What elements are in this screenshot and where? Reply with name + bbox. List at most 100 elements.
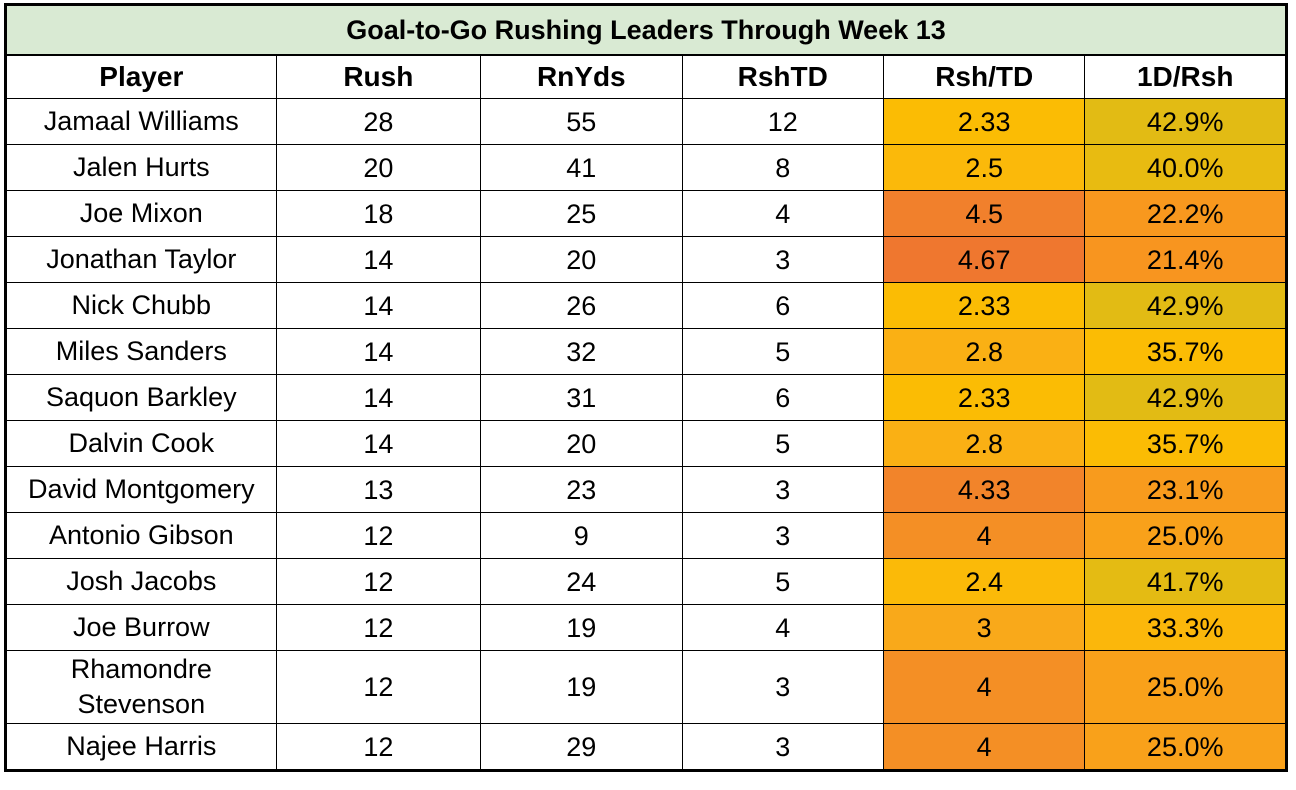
first-down-per-rush-cell: 42.9% (1084, 282, 1287, 329)
rnyds-cell: 31 (480, 374, 683, 421)
player-cell: Jalen Hurts (5, 144, 277, 191)
rnyds-cell: 29 (480, 723, 683, 771)
first-down-per-rush-cell: 22.2% (1084, 190, 1287, 237)
rush-cell: 12 (275, 604, 482, 651)
rush-cell: 28 (275, 98, 482, 145)
table-row: Josh Jacobs 12 24 5 2.4 41.7% (5, 558, 1287, 605)
rshtd-cell: 3 (681, 723, 884, 771)
rsh-per-td-cell: 3 (882, 604, 1086, 651)
rshtd-cell: 5 (681, 558, 884, 605)
first-down-per-rush-cell: 35.7% (1084, 328, 1287, 375)
rush-cell: 14 (275, 420, 482, 467)
rsh-per-td-cell: 2.8 (882, 328, 1086, 375)
rush-cell: 12 (275, 650, 482, 724)
rsh-per-td-cell: 4.67 (882, 236, 1086, 283)
player-cell: Rhamondre Stevenson (5, 650, 277, 724)
rnyds-cell: 20 (480, 420, 683, 467)
table-body: Jamaal Williams 28 55 12 2.33 42.9% Jalen Hurt… (5, 98, 1287, 771)
column-header-rush: Rush (275, 54, 482, 99)
rsh-per-td-cell: 4 (882, 512, 1086, 559)
table-title: Goal-to-Go Rushing Leaders Through Week … (5, 4, 1287, 56)
rush-cell: 12 (275, 723, 482, 771)
table-row: Miles Sanders 14 32 5 2.8 35.7% (5, 328, 1287, 375)
rnyds-cell: 26 (480, 282, 683, 329)
header-row: Player Rush RnYds RshTD Rsh/TD 1D/Rsh (5, 54, 1287, 99)
rsh-per-td-cell: 2.33 (882, 374, 1086, 421)
first-down-per-rush-cell: 25.0% (1084, 650, 1287, 724)
rshtd-cell: 4 (681, 604, 884, 651)
table-row: Antonio Gibson 12 9 3 4 25.0% (5, 512, 1287, 559)
rnyds-cell: 9 (480, 512, 683, 559)
rshtd-cell: 3 (681, 512, 884, 559)
column-header-rshtd: RshTD (681, 54, 884, 99)
rnyds-cell: 32 (480, 328, 683, 375)
rsh-per-td-cell: 2.5 (882, 144, 1086, 191)
rsh-per-td-cell: 2.33 (882, 282, 1086, 329)
rshtd-cell: 6 (681, 282, 884, 329)
table-row: Joe Mixon 18 25 4 4.5 22.2% (5, 190, 1287, 237)
player-cell: Saquon Barkley (5, 374, 277, 421)
rnyds-cell: 19 (480, 650, 683, 724)
first-down-per-rush-cell: 41.7% (1084, 558, 1287, 605)
rshtd-cell: 5 (681, 420, 884, 467)
rsh-per-td-cell: 4 (882, 650, 1086, 724)
table-row: Joe Burrow 12 19 4 3 33.3% (5, 604, 1287, 651)
table-row: Jonathan Taylor 14 20 3 4.67 21.4% (5, 236, 1287, 283)
table-row: Nick Chubb 14 26 6 2.33 42.9% (5, 282, 1287, 329)
rush-cell: 20 (275, 144, 482, 191)
rnyds-cell: 20 (480, 236, 683, 283)
rush-cell: 12 (275, 512, 482, 559)
first-down-per-rush-cell: 21.4% (1084, 236, 1287, 283)
table-row: Najee Harris 12 29 3 4 25.0% (5, 723, 1287, 771)
column-header-first-down-per-rush: 1D/Rsh (1084, 54, 1287, 99)
rsh-per-td-cell: 2.4 (882, 558, 1086, 605)
first-down-per-rush-cell: 25.0% (1084, 723, 1287, 771)
player-cell: Najee Harris (5, 723, 277, 771)
rnyds-cell: 55 (480, 98, 683, 145)
rnyds-cell: 41 (480, 144, 683, 191)
first-down-per-rush-cell: 42.9% (1084, 98, 1287, 145)
rush-cell: 13 (275, 466, 482, 513)
rshtd-cell: 5 (681, 328, 884, 375)
rshtd-cell: 6 (681, 374, 884, 421)
player-cell: Dalvin Cook (5, 420, 277, 467)
player-cell: Jonathan Taylor (5, 236, 277, 283)
first-down-per-rush-cell: 42.9% (1084, 374, 1287, 421)
column-header-player: Player (5, 54, 277, 99)
first-down-per-rush-cell: 25.0% (1084, 512, 1287, 559)
table-row: David Montgomery 13 23 3 4.33 23.1% (5, 466, 1287, 513)
rsh-per-td-cell: 4.33 (882, 466, 1086, 513)
rush-cell: 18 (275, 190, 482, 237)
player-cell: Joe Burrow (5, 604, 277, 651)
rush-cell: 14 (275, 282, 482, 329)
rshtd-cell: 3 (681, 466, 884, 513)
first-down-per-rush-cell: 23.1% (1084, 466, 1287, 513)
rush-cell: 14 (275, 328, 482, 375)
player-cell: Antonio Gibson (5, 512, 277, 559)
rush-cell: 14 (275, 236, 482, 283)
rsh-per-td-cell: 4 (882, 723, 1086, 771)
table-row: Dalvin Cook 14 20 5 2.8 35.7% (5, 420, 1287, 467)
column-header-rnyds: RnYds (480, 54, 683, 99)
rush-cell: 14 (275, 374, 482, 421)
first-down-per-rush-cell: 40.0% (1084, 144, 1287, 191)
rnyds-cell: 24 (480, 558, 683, 605)
rushing-leaders-table: Goal-to-Go Rushing Leaders Through Week … (4, 3, 1288, 772)
title-row: Goal-to-Go Rushing Leaders Through Week … (5, 4, 1287, 56)
player-cell: David Montgomery (5, 466, 277, 513)
rshtd-cell: 3 (681, 236, 884, 283)
player-cell: Joe Mixon (5, 190, 277, 237)
rshtd-cell: 8 (681, 144, 884, 191)
rshtd-cell: 4 (681, 190, 884, 237)
player-cell: Jamaal Williams (5, 98, 277, 145)
rsh-per-td-cell: 2.8 (882, 420, 1086, 467)
rsh-per-td-cell: 2.33 (882, 98, 1086, 145)
first-down-per-rush-cell: 33.3% (1084, 604, 1287, 651)
rnyds-cell: 23 (480, 466, 683, 513)
table-row: Saquon Barkley 14 31 6 2.33 42.9% (5, 374, 1287, 421)
table-row: Jamaal Williams 28 55 12 2.33 42.9% (5, 98, 1287, 145)
player-cell: Miles Sanders (5, 328, 277, 375)
player-cell: Josh Jacobs (5, 558, 277, 605)
rush-cell: 12 (275, 558, 482, 605)
first-down-per-rush-cell: 35.7% (1084, 420, 1287, 467)
